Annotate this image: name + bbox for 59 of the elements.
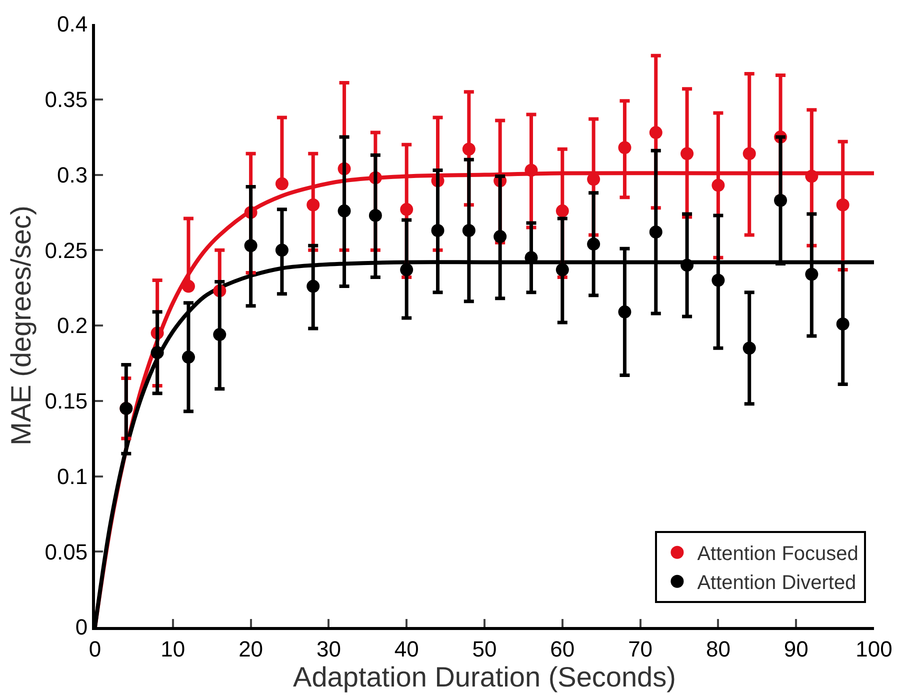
y-tick-label: 0.1: [57, 464, 88, 489]
point: [556, 204, 569, 218]
x-tick-label: 10: [160, 636, 186, 662]
x-tick-label: 100: [856, 636, 892, 662]
x-tick-label: 50: [472, 636, 497, 662]
point: [649, 226, 662, 239]
point: [494, 230, 507, 244]
x-tick-label: 80: [706, 636, 730, 662]
point: [524, 164, 538, 177]
point: [649, 126, 662, 140]
point: [618, 305, 632, 318]
y-tick-label: 0.15: [44, 388, 88, 414]
y-tick-label: 0.25: [44, 238, 88, 263]
point: [556, 263, 569, 276]
point: [213, 328, 226, 342]
point: [836, 317, 850, 330]
y-tick-label: 0.05: [44, 539, 88, 564]
y-tick-label: 0.3: [57, 162, 88, 188]
point: [400, 202, 414, 216]
point: [182, 350, 195, 364]
point: [306, 198, 320, 212]
point: [275, 244, 288, 257]
point: [150, 346, 164, 360]
point: [618, 141, 632, 154]
point: [275, 177, 288, 190]
point: [742, 342, 756, 355]
point: [680, 147, 694, 160]
point: [368, 208, 382, 222]
point: [587, 238, 600, 251]
y-axis-title: MAE (degrees/sec): [5, 206, 36, 446]
y-tick-label: 0: [75, 614, 88, 640]
point: [306, 280, 320, 293]
x-tick-label: 20: [238, 636, 264, 662]
y-tick-label: 0.4: [57, 12, 88, 37]
point: [774, 194, 788, 207]
point: [805, 170, 818, 183]
point: [742, 147, 756, 160]
x-axis-title: Adaptation Duration (Seconds): [293, 661, 676, 692]
x-tick-label: 90: [784, 636, 808, 662]
point: [680, 258, 694, 272]
x-tick-label: 40: [394, 636, 419, 662]
point: [400, 263, 414, 276]
point: [805, 268, 818, 281]
point: [431, 224, 444, 238]
point: [462, 142, 476, 156]
point: [182, 280, 195, 293]
x-tick-label: 30: [316, 636, 341, 662]
point: [712, 178, 725, 192]
point: [338, 204, 351, 218]
x-tick-label: 70: [628, 636, 653, 662]
x-tick-label: 60: [550, 636, 575, 662]
point: [244, 239, 258, 252]
point: [712, 274, 725, 287]
y-tick-label: 0.2: [57, 313, 88, 338]
legend-label: Attention Focused: [697, 543, 858, 566]
point: [836, 198, 850, 212]
y-tick-label: 0.35: [44, 87, 88, 112]
point: [462, 224, 476, 238]
legend-label: Attention Diverted: [697, 572, 856, 594]
